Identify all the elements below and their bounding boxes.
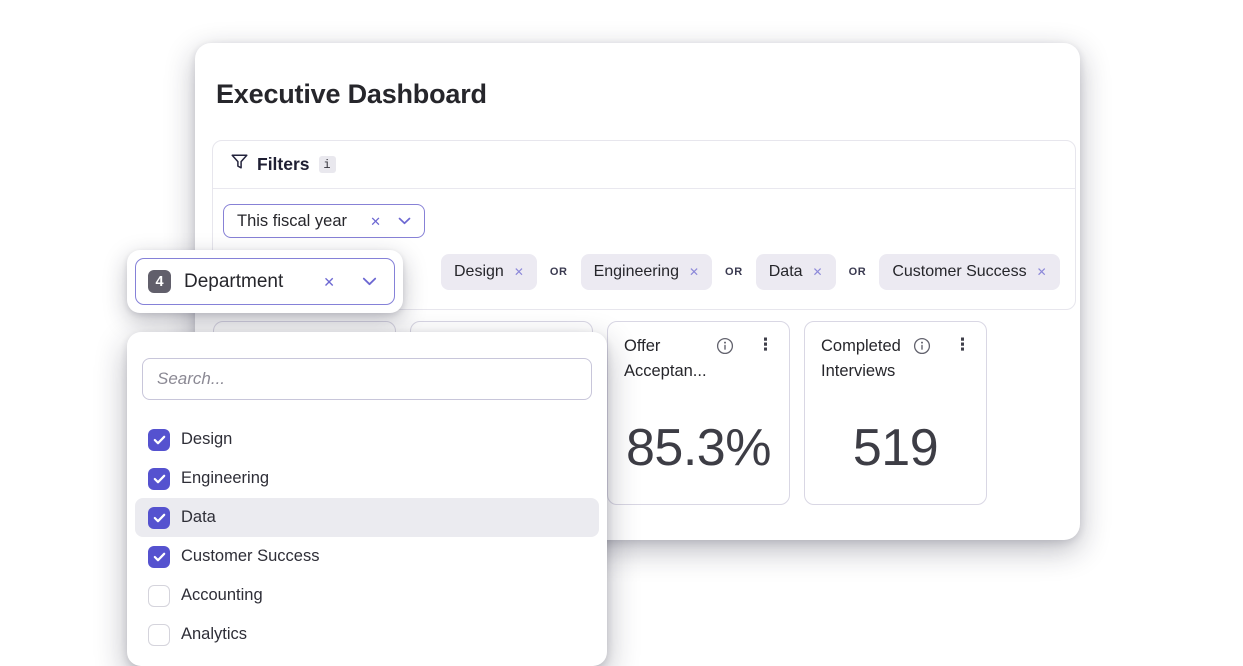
search-input[interactable] [142,358,592,400]
option-customer-success[interactable]: Customer Success [135,537,599,576]
or-operator: OR [725,266,743,278]
option-label: Analytics [181,625,248,643]
filter-chip-data[interactable]: Data ✕ [755,254,836,290]
chevron-down-icon[interactable] [398,217,411,225]
close-icon[interactable]: ✕ [812,265,823,279]
chip-label: Customer Success [892,263,1027,280]
checkbox-checked-icon[interactable] [148,428,170,451]
checkbox-checked-icon[interactable] [148,545,170,568]
filter-chip-customer-success[interactable]: Customer Success ✕ [879,254,1060,290]
kebab-menu-icon[interactable]: ⋮ [954,335,971,354]
or-operator: OR [848,266,867,278]
checkbox-checked-icon[interactable] [148,506,170,529]
selected-count-badge: 4 [148,270,171,293]
chip-label: Data [768,263,803,280]
close-icon[interactable]: ✕ [370,213,381,229]
filters-title: Filters [257,154,310,174]
close-icon[interactable]: ✕ [323,273,335,290]
close-icon[interactable]: ✕ [1036,265,1047,279]
metric-value: 85.3% [626,419,771,477]
date-filter-label: This fiscal year [237,211,348,230]
chip-label: Design [454,263,504,280]
option-label: Data [181,508,216,526]
department-filter-label: Department [184,270,284,292]
kebab-menu-icon[interactable]: ⋮ [757,335,774,354]
checkbox-checked-icon[interactable] [148,467,170,490]
option-analytics[interactable]: Analytics [135,615,599,654]
filter-chip-design[interactable]: Design ✕ [441,254,537,290]
option-label: Accounting [181,586,263,604]
metric-card-offer-acceptance: Offer Acceptan... ⋮ 85.3% [607,321,790,505]
metric-value: 519 [852,419,939,477]
option-design[interactable]: Design [135,420,599,459]
info-icon[interactable] [913,337,931,360]
close-icon[interactable]: ✕ [688,265,700,279]
option-label: Design [181,430,233,448]
or-operator: OR [549,266,568,278]
metric-card-completed-interviews: Completed Interviews ⋮ 519 [804,321,987,505]
option-data[interactable]: Data [135,498,599,537]
department-filter-popover: 4 Department ✕ [127,250,403,313]
department-filter-control[interactable]: 4 Department ✕ [135,258,395,305]
filters-header: Filters i [213,141,1075,189]
option-label: Customer Success [181,547,320,565]
page-title: Executive Dashboard [216,79,487,109]
filter-chip-engineering[interactable]: Engineering ✕ [580,254,713,290]
chip-label: Engineering [593,263,679,280]
close-icon[interactable]: ✕ [513,265,524,279]
metric-title: Offer Acceptan... [624,337,707,380]
option-accounting[interactable]: Accounting [135,576,599,615]
option-label: Engineering [181,469,270,487]
department-options-list: Design Engineering Data Customer Success… [127,420,607,654]
checkbox-unchecked-icon[interactable] [148,584,170,607]
filters-panel: Filters i This fiscal year ✕ Design ✕ OR… [212,140,1076,310]
checkbox-unchecked-icon[interactable] [148,623,170,646]
funnel-icon [231,154,248,175]
metric-title: Completed Interviews [821,337,901,380]
date-filter-chip[interactable]: This fiscal year ✕ [223,204,425,238]
department-dropdown-panel: Design Engineering Data Customer Success… [127,332,607,666]
chevron-down-icon[interactable] [362,277,377,286]
info-icon[interactable] [716,337,734,360]
option-engineering[interactable]: Engineering [135,459,599,498]
filters-info-icon[interactable]: i [318,156,336,173]
department-selected-chips: Design ✕ OR Engineering ✕ OR Data ✕ OR C… [441,254,1060,290]
